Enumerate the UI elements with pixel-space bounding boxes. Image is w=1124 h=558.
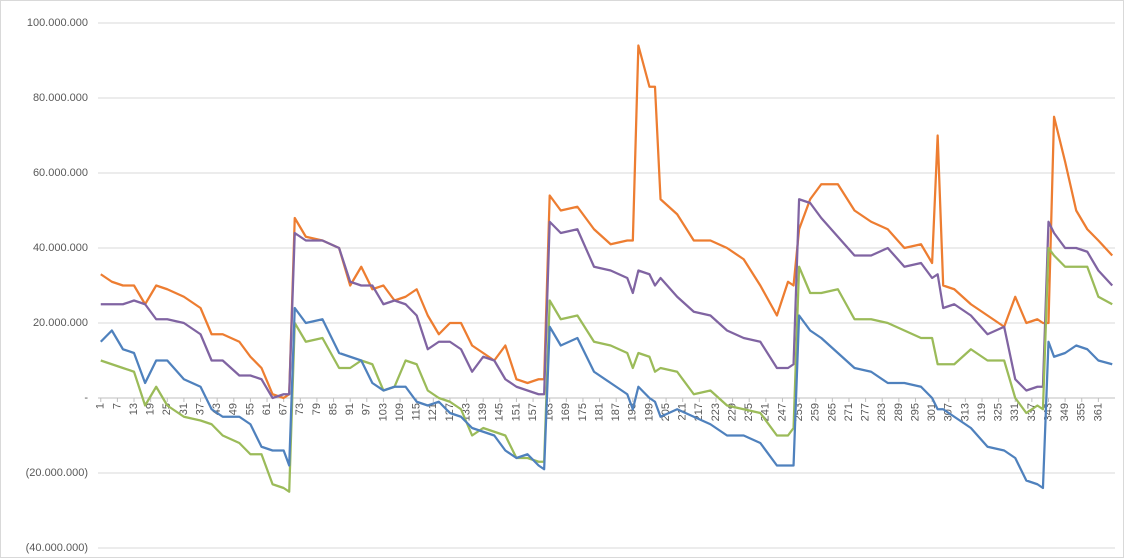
x-tick-label: 49	[228, 403, 240, 415]
x-tick-label: 79	[311, 403, 323, 415]
x-tick-label: 13	[128, 403, 140, 415]
series-line	[99, 306, 1113, 490]
x-tick-label: 199	[643, 403, 655, 421]
x-tick-label: 85	[327, 403, 339, 415]
y-tick-label: (40.000.000)	[26, 542, 88, 554]
x-tick-label: 175	[577, 403, 589, 421]
x-tick-label: 139	[477, 403, 489, 421]
x-tick-label: 67	[278, 403, 290, 415]
x-tick-label: 55	[244, 403, 256, 415]
x-tick-label: 313	[959, 403, 971, 421]
x-tick-label: 355	[1076, 403, 1088, 421]
x-tick-label: 31	[178, 403, 190, 415]
x-tick-label: 121	[427, 403, 439, 421]
x-tick-label: 271	[843, 403, 855, 421]
x-tick-label: 115	[411, 403, 423, 421]
x-tick-label: 181	[593, 403, 605, 421]
y-tick-label: 60.000.000	[33, 167, 88, 179]
y-tick-label: 40.000.000	[33, 242, 88, 254]
y-tick-label: (20.000.000)	[26, 467, 88, 479]
y-tick-label: 80.000.000	[33, 92, 88, 104]
x-tick-label: 283	[876, 403, 888, 421]
x-tick-label: 331	[1009, 403, 1021, 421]
x-tick-label: 223	[710, 403, 722, 421]
x-tick-label: 109	[394, 403, 406, 421]
x-tick-label: 19	[145, 403, 157, 415]
y-tick-label: -	[84, 392, 88, 404]
x-tick-label: 265	[826, 403, 838, 421]
x-tick-label: 301	[926, 403, 938, 421]
x-tick-label: 325	[993, 403, 1005, 421]
x-tick-label: 25	[161, 403, 173, 415]
x-tick-label: 289	[893, 403, 905, 421]
x-tick-label: 349	[1059, 403, 1071, 421]
x-tick-label: 145	[494, 403, 506, 421]
x-tick-label: 151	[510, 403, 522, 421]
x-tick-label: 319	[976, 403, 988, 421]
x-tick-label: 91	[344, 403, 356, 415]
y-tick-label: 20.000.000	[33, 317, 88, 329]
x-tick-label: 7	[111, 403, 123, 409]
x-tick-label: 1	[95, 403, 107, 409]
x-tick-label: 97	[361, 403, 373, 415]
x-tick-label: 277	[860, 403, 872, 421]
x-tick-label: 247	[776, 403, 788, 421]
series-line	[100, 44, 1114, 400]
x-tick-label: 73	[294, 403, 306, 415]
x-tick-label: 235	[743, 403, 755, 421]
x-tick-label: 157	[527, 403, 539, 421]
x-tick-label: 169	[560, 403, 572, 421]
x-tick-label: 61	[261, 403, 273, 415]
series-line	[100, 198, 1114, 400]
x-tick-label: 361	[1092, 403, 1104, 421]
y-tick-label: 100.000.000	[27, 17, 88, 29]
x-tick-label: 193	[627, 403, 639, 421]
series-line	[100, 246, 1113, 493]
x-tick-label: 187	[610, 403, 622, 421]
x-tick-label: 295	[909, 403, 921, 421]
x-tick-label: 103	[377, 403, 389, 421]
x-tick-label: 259	[810, 403, 822, 421]
x-tick-label: 37	[194, 403, 206, 415]
x-tick-label: 343	[1042, 403, 1054, 421]
